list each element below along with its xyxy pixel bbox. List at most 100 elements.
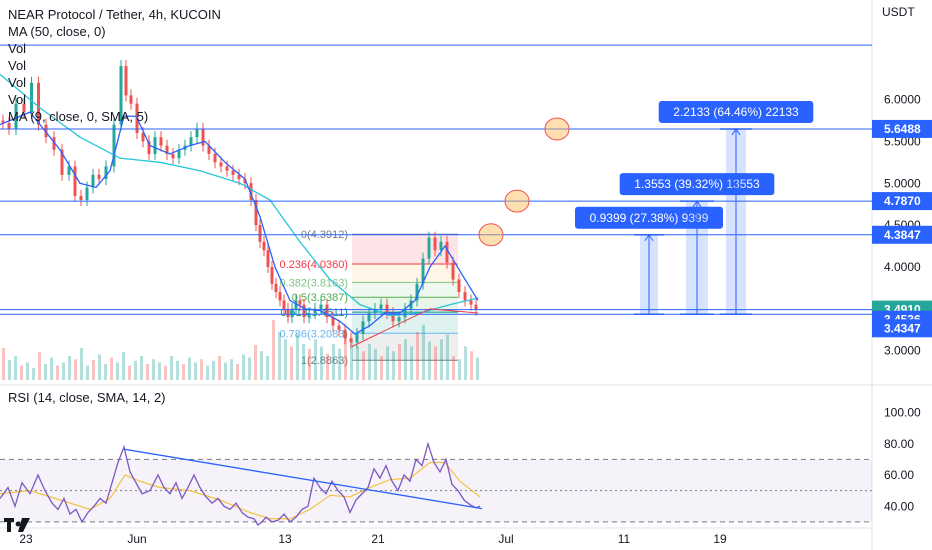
indicator-vol-4[interactable]: Vol — [8, 92, 27, 107]
volume-bar — [416, 332, 419, 380]
rsi-tick-label: 60.00 — [884, 468, 914, 482]
volume-bar — [386, 346, 389, 380]
price-tick-label: 6.0000 — [884, 93, 921, 107]
price-tick-label: 4.0000 — [884, 260, 921, 274]
indicator-ma9[interactable]: MA (9, close, 0, SMA, 5) — [8, 109, 149, 124]
volume-bar — [38, 352, 41, 380]
volume-bar — [362, 351, 365, 380]
indicator-vol-3[interactable]: Vol — [8, 75, 27, 90]
candle-body — [349, 338, 353, 343]
candle-body — [237, 174, 241, 180]
volume-bar — [104, 364, 107, 380]
volume-bar — [320, 346, 323, 380]
volume-bar — [266, 356, 269, 380]
volume-bar — [374, 348, 377, 380]
volume-bar — [224, 362, 227, 380]
volume-bar — [326, 353, 329, 380]
volume-bar — [92, 360, 95, 380]
time-tick-label: 19 — [713, 532, 727, 546]
candle-body — [325, 304, 329, 318]
symbol-title[interactable]: NEAR Protocol / Tether, 4h, KUCOIN — [8, 7, 221, 22]
time-tick-label: Jun — [127, 532, 146, 546]
volume-bar — [128, 365, 131, 380]
candle-body — [7, 122, 11, 129]
candle-body — [355, 333, 359, 343]
rsi-line — [0, 441, 481, 526]
candle-body — [79, 195, 83, 200]
candle-body — [427, 237, 431, 259]
price-label-bg — [872, 225, 932, 244]
candle-body — [201, 128, 205, 146]
candle-body — [286, 308, 290, 318]
time-tick-label: 11 — [618, 532, 631, 546]
candle-body — [433, 237, 437, 251]
fib-level-label: 0.786(3.2083) — [280, 328, 349, 340]
candle-body — [1, 120, 5, 123]
indicator-vol-1[interactable]: Vol — [8, 41, 27, 56]
volume-bar — [458, 359, 461, 380]
volume-bar — [446, 334, 449, 380]
price-label-bg — [872, 319, 932, 338]
rsi-legend[interactable]: RSI (14, close, SMA, 14, 2) — [8, 390, 166, 405]
volume-bar — [20, 365, 23, 380]
volume-bar — [164, 365, 167, 380]
volume-bar — [116, 362, 119, 380]
candle-body — [298, 300, 302, 305]
candle-body — [361, 321, 365, 334]
candle-body — [22, 103, 26, 113]
price-label-bg — [872, 119, 932, 138]
time-tick-label: 13 — [278, 532, 292, 546]
time-tick-label: Jul — [498, 532, 513, 546]
candle-body — [307, 313, 311, 318]
measure-label: 1.3553 (39.32%) 13553 — [634, 177, 760, 191]
rsi-trendline — [123, 448, 483, 510]
volume-bar — [476, 357, 479, 380]
volume-bar — [278, 332, 281, 380]
candle-body — [37, 82, 40, 125]
indicator-ma50[interactable]: MA (50, close, 0) — [8, 24, 106, 39]
target-circle — [544, 117, 570, 141]
candle-body — [91, 174, 95, 188]
candle-body — [258, 225, 262, 242]
fib-level-label: 0.236(4.0360) — [280, 259, 349, 271]
volume-bar — [50, 357, 53, 380]
rsi-tick-label: 100.00 — [884, 406, 921, 420]
volume-bar — [80, 348, 83, 380]
indicator-vol-2[interactable]: Vol — [8, 58, 27, 73]
candle-body — [474, 304, 478, 310]
volume-bar — [314, 339, 317, 380]
volume-bar — [182, 364, 185, 380]
volume-bar — [290, 346, 293, 380]
candle-body — [52, 137, 56, 150]
candle-body — [290, 308, 294, 318]
volume-bar — [8, 360, 11, 380]
volume-bar — [428, 341, 431, 380]
candle-body — [397, 317, 401, 322]
volume-bar — [380, 356, 383, 380]
candle-body — [97, 174, 101, 180]
candle-body — [219, 162, 223, 167]
candle-body — [302, 304, 306, 318]
volume-bar — [200, 359, 203, 380]
volume-bar — [470, 351, 473, 380]
volume-bar — [434, 346, 437, 380]
candle-body — [159, 137, 163, 146]
candle-body — [379, 304, 383, 309]
volume-bar — [86, 365, 89, 380]
volume-bar — [356, 346, 359, 380]
candle-body — [243, 179, 247, 184]
volume-bar — [194, 362, 197, 380]
candle-body — [319, 304, 323, 309]
volume-bar — [98, 354, 101, 380]
volume-bar — [254, 344, 257, 380]
volume-bar — [248, 357, 251, 380]
volume-bar — [272, 320, 275, 380]
volume-bar — [302, 344, 305, 380]
candle-body — [445, 241, 449, 263]
candle-body — [457, 279, 461, 293]
price-tick-label: 5.0000 — [884, 176, 921, 190]
pattern-line — [351, 308, 479, 347]
candle-body — [189, 137, 193, 146]
candle-body — [403, 308, 407, 318]
